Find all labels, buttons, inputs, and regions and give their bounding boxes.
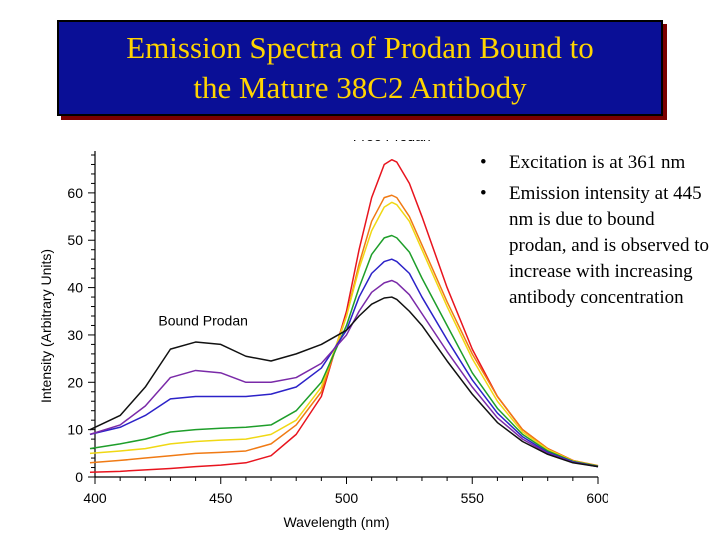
spectrum-line-5 xyxy=(89,258,599,468)
x-tick-label: 400 xyxy=(83,490,107,506)
x-tick-label: 500 xyxy=(335,490,359,506)
y-tick-label: 10 xyxy=(67,422,83,438)
spectrum-line-2 xyxy=(89,194,599,467)
slide-title-line-1: Emission Spectra of Prodan Bound to xyxy=(126,30,594,65)
y-tick-label: 60 xyxy=(67,185,83,201)
y-tick-label: 20 xyxy=(67,374,83,390)
annotation-label-2: Bound Prodan xyxy=(158,312,248,328)
spectrum-line-4 xyxy=(89,234,599,467)
y-tick-label: 0 xyxy=(75,469,83,485)
spectrum-line-3 xyxy=(89,201,599,467)
spectrum-line-7 xyxy=(89,296,599,468)
annotation-label-1: Free Prodan xyxy=(353,140,431,144)
slide-title: Emission Spectra of Prodan Bound to the … xyxy=(57,20,663,116)
y-axis-label: Intensity (Arbitrary Units) xyxy=(38,249,54,403)
x-tick-label: 450 xyxy=(209,490,233,506)
y-tick-label: 30 xyxy=(67,327,83,343)
slide-title-line-2: the Mature 38C2 Antibody xyxy=(193,70,527,105)
x-tick-label: 600 xyxy=(586,490,608,506)
emission-spectra-chart: 0 10 20 30 40 50 60 400 450 500 550 600 Wavelength (… xyxy=(38,140,608,530)
bullet-excitation: Excitation is at 361 nm xyxy=(476,150,712,176)
y-tick-label: 40 xyxy=(67,280,83,296)
x-axis-label: Wavelength (nm) xyxy=(283,514,389,530)
spectrum-line-6 xyxy=(89,279,599,468)
bullet-emission: Emission intensity at 445 nm is due to b… xyxy=(476,181,712,311)
y-tick-label: 50 xyxy=(67,232,83,248)
bullet-list: Excitation is at 361 nm Emission intensi… xyxy=(476,150,712,316)
x-tick-label: 550 xyxy=(461,490,485,506)
